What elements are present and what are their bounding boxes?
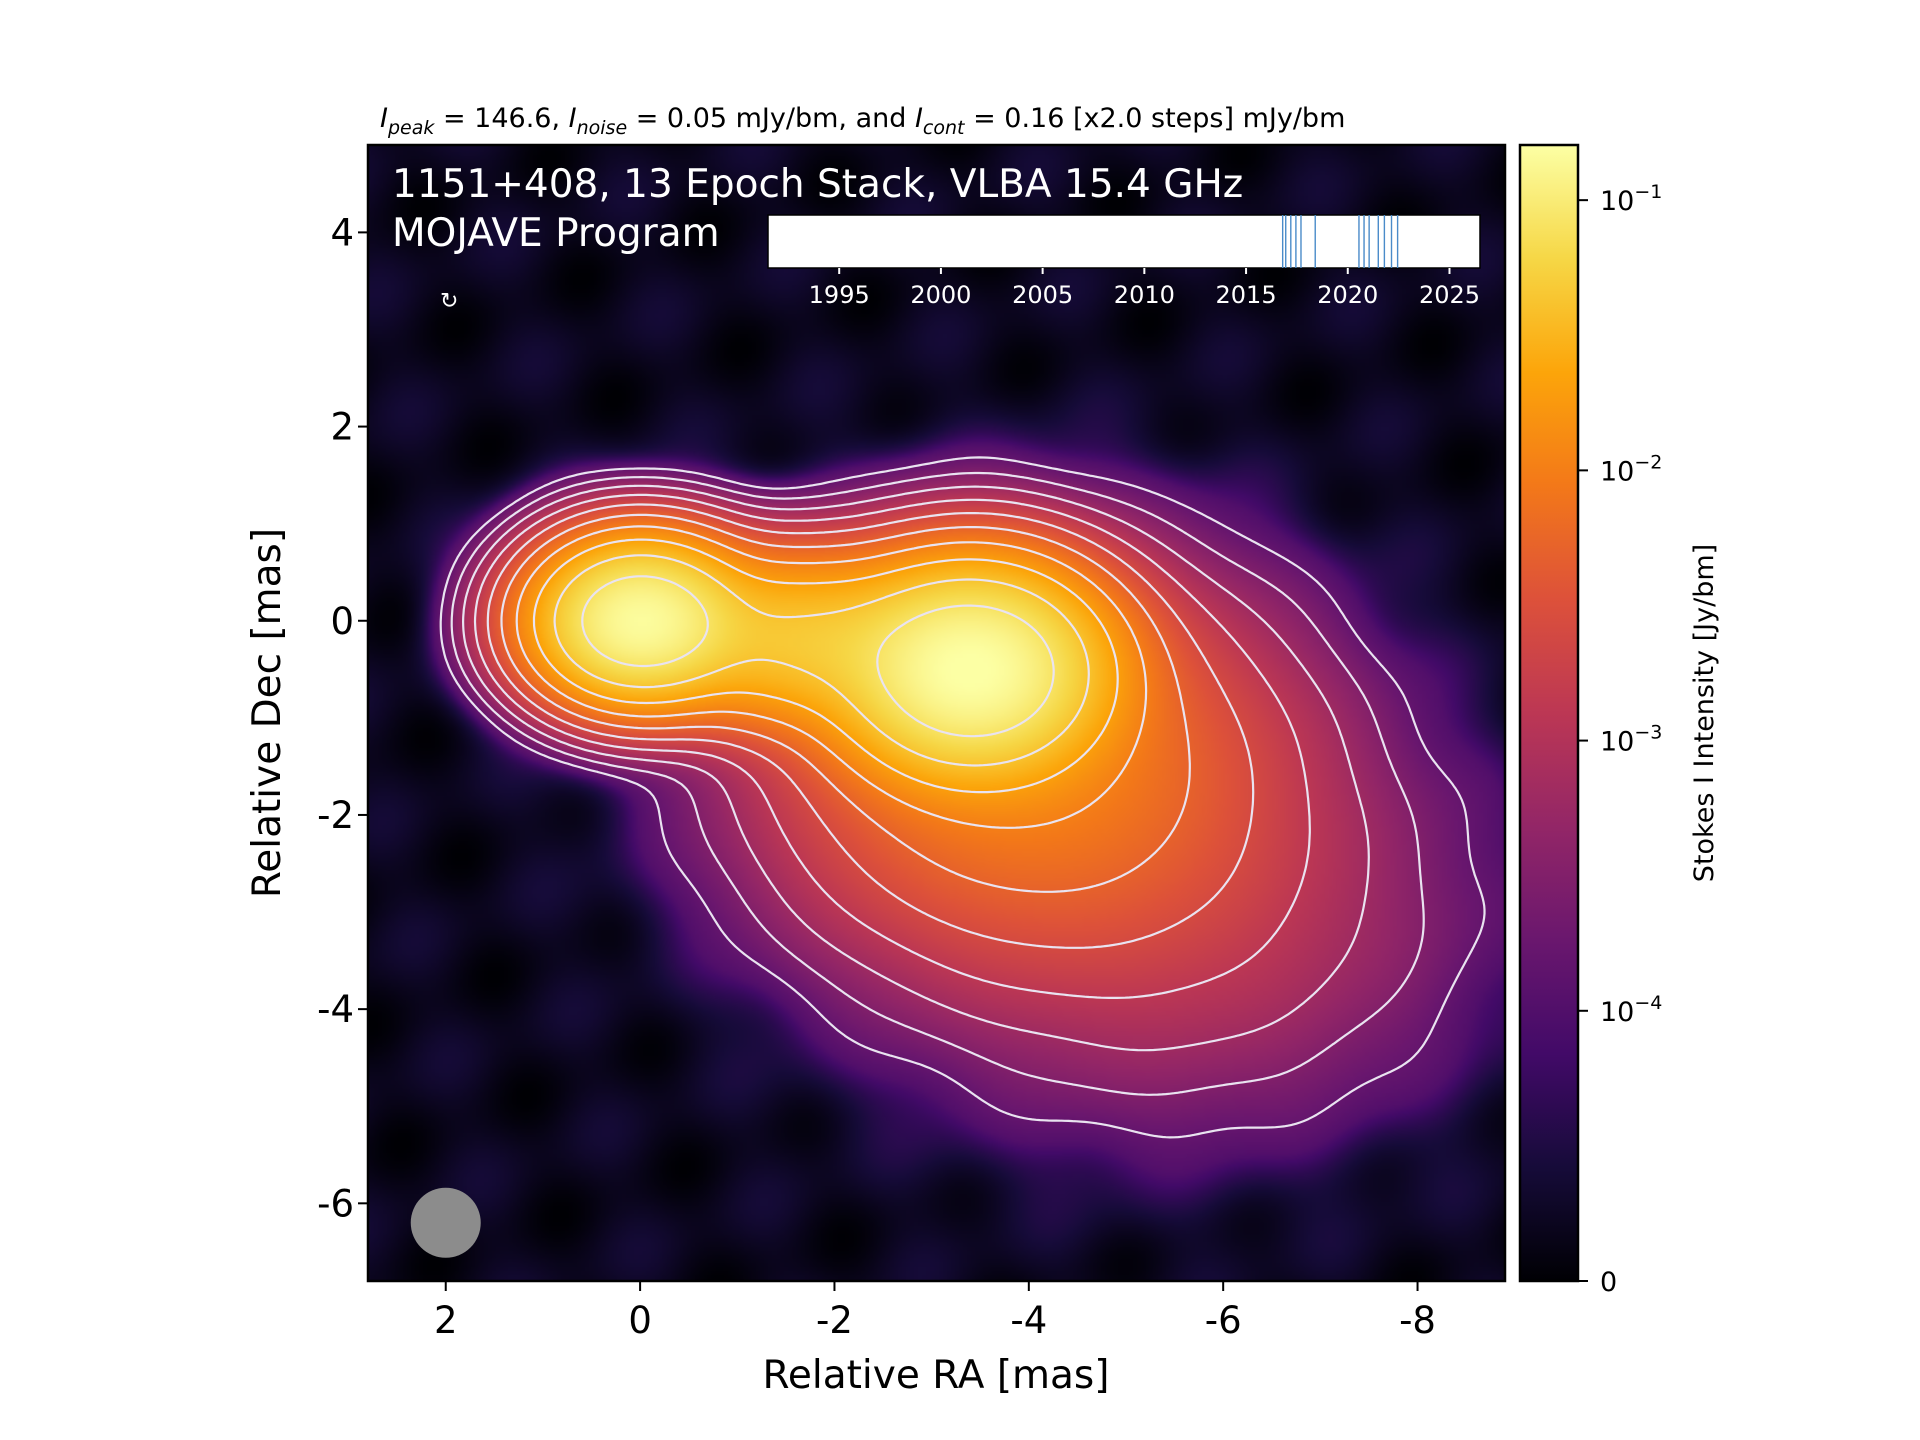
colorbar-ticks: 0 10−4 10−3 10−2 10−1 (1578, 181, 1662, 1298)
colorbar-label: Stokes I Intensity [Jy/bm] (1689, 544, 1720, 882)
timeline-tick-label: 1995 (809, 281, 870, 309)
title-peak-symbol: I (380, 103, 388, 134)
y-tick-label: 2 (330, 406, 354, 449)
title-peak-subscript: peak (387, 117, 435, 139)
y-tick-label: -2 (317, 794, 354, 837)
title-peak-value: = 146.6, (434, 103, 568, 134)
plot-frame (366, 143, 1507, 1283)
timeline-tick-label: 2025 (1419, 281, 1480, 309)
intensity-map (368, 145, 1505, 1281)
colorbar-gradient (1520, 145, 1578, 1281)
contour-lines (439, 456, 1486, 1139)
x-tick-label: -6 (1205, 1299, 1242, 1342)
title-cont-value: = 0.16 [x2.0 steps] mJy/bm (964, 103, 1345, 134)
contour-level (515, 525, 1148, 829)
y-tick-label: -6 (317, 1182, 354, 1225)
epoch-timeline: 1995 2000 2005 2010 2015 2020 2025 (767, 214, 1481, 309)
x-tick-label: -8 (1399, 1299, 1436, 1342)
colorbar-frame (1518, 143, 1580, 1283)
contour-level (439, 456, 1486, 1139)
overlay-source-label: 1151+408, 13 Epoch Stack, VLBA 15.4 GHz (392, 162, 1243, 207)
y-axis-label: Relative Dec [mas] (245, 528, 290, 898)
x-tick-label: -4 (1010, 1299, 1047, 1342)
colorbar-tick-label: 0 (1600, 1267, 1617, 1298)
y-tick-label: 4 (330, 211, 354, 254)
y-tick-label: -4 (317, 988, 354, 1031)
overlay-program-label: MOJAVE Program (392, 211, 720, 256)
timeline-tick-label: 2000 (910, 281, 971, 309)
title-cont-symbol: I (915, 103, 923, 134)
chart-title: Ipeak = 146.6, Inoise = 0.05 mJy/bm, and… (380, 103, 1345, 139)
x-tick-label: 2 (434, 1299, 458, 1342)
x-axis: 2 0 -2 -4 -6 -8 (434, 1281, 1436, 1342)
contour-level (450, 471, 1425, 1096)
colorbar-tick-label: 10−2 (1600, 451, 1662, 487)
title-cont-subscript: cont (923, 117, 966, 139)
timeline-tick-label: 2020 (1317, 281, 1378, 309)
timeline-tick-label: 2005 (1012, 281, 1073, 309)
contour-level (462, 484, 1370, 1052)
y-tick-label: 0 (330, 600, 354, 643)
title-noise-value: = 0.05 mJy/bm, and (627, 103, 915, 134)
epoch-timeline-box (767, 214, 1481, 269)
colorbar-tick-label: 10−1 (1600, 181, 1662, 217)
x-axis-label: Relative RA [mas] (763, 1353, 1110, 1398)
x-tick-label: -2 (816, 1299, 853, 1342)
contour-level (486, 503, 1255, 949)
colorbar-tick-label: 10−4 (1600, 992, 1662, 1028)
contour-level (553, 554, 1090, 767)
beam-ellipse (410, 1187, 481, 1258)
x-tick-label: 0 (628, 1299, 652, 1342)
title-noise-subscript: noise (577, 117, 628, 139)
contour-level (532, 538, 1119, 794)
y-axis: 4 2 0 -2 -4 -6 (317, 211, 368, 1225)
north-arrow-icon: ↻ (440, 289, 458, 314)
contour-level (473, 493, 1311, 999)
colorbar-tick-label: 10−3 (1600, 722, 1662, 758)
timeline-tick-label: 2010 (1114, 281, 1175, 309)
title-noise-symbol: I (569, 103, 577, 134)
contour-level (581, 575, 1055, 738)
timeline-tick-label: 2015 (1216, 281, 1277, 309)
contour-level (500, 513, 1191, 893)
